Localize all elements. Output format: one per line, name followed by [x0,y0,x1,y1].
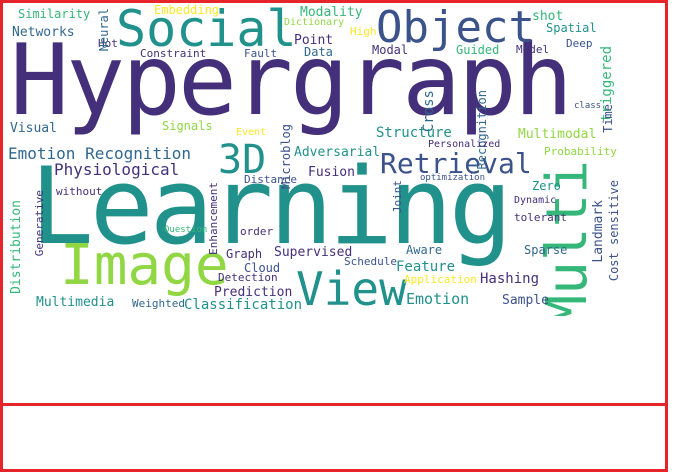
word-guided: Guided [456,43,500,57]
word-detection: Detection [218,271,278,284]
word-zero: Zero [532,179,561,193]
word-graph: Graph [226,247,263,261]
word-physiological: Physiological [54,160,180,179]
word-image: Image [60,233,229,298]
word-modality: Modality [300,5,363,20]
word-cost-sensitive: Cost sensitive [607,180,620,282]
word-feature: Feature [396,259,456,275]
word-model: Model [516,43,550,56]
word-retrieval: Retrieval [380,147,532,180]
word-schedule: Schedule [344,255,397,268]
word-emotion-recognition: Emotion Recognition [8,144,192,163]
word-shot: shot [532,9,564,24]
word-hot: Hot [98,37,118,50]
word-cloud: Hypergraph Learning Image Social Object … [4,4,620,316]
word-weighted: Weighted [132,297,185,310]
word-class: class [574,101,602,111]
word-constraint: Constraint [140,47,207,60]
word-deep: Deep [566,37,593,50]
word-high: High [350,25,377,38]
word-similarity: Similarity [18,7,91,21]
word-without: without [56,185,103,198]
word-object: Object [376,4,535,53]
word-aware: Aware [406,243,443,257]
word-joint: Joint [391,180,404,214]
word-personalized: Personalized [428,139,501,150]
word-data: Data [304,45,333,59]
word-order: order [240,225,274,238]
word-point: Point [294,33,334,48]
word-generative: Generative [33,190,46,257]
word-signals: Signals [162,119,213,133]
word-prediction: Prediction [214,285,293,300]
word-fusion: Fusion [308,165,355,180]
word-event: Event [236,127,267,138]
word-embedding: Embedding [154,4,220,17]
word-neural: Neural [97,8,111,52]
word-distance: Distance [244,173,297,186]
word-sparse: Sparse [524,243,568,257]
word-tolerant: tolerant [514,211,567,224]
word-fault: Fault [244,47,278,60]
word-spatial: Spatial [546,21,597,35]
word-classification: Classification [184,297,303,313]
caption-frame [0,406,668,472]
word-social: Social [116,4,297,58]
word-hypergraph: Hypergraph [10,24,573,138]
word-emotion: Emotion [406,290,470,308]
image-frame [0,0,668,406]
word-supervised: Supervised [274,245,353,260]
word-multimodal: Multimodal [518,127,597,142]
word-enhancement: Enhancement [207,182,220,255]
word-probability: Probability [544,145,617,158]
word-dynamic: Dynamic [514,195,557,206]
word-view: View [296,262,407,316]
word-landmark: Landmark [591,200,606,263]
word-question: Question [164,225,208,235]
word-modal: Modal [372,43,409,57]
word-structure: Structure [376,125,452,141]
word-recognition: Recognition [475,90,489,170]
word-multimedia: Multimedia [36,295,115,310]
word-dictionary: Dictionary [284,17,345,28]
word-optimization: optimization [420,173,486,183]
word-learning: Learning [30,145,513,268]
word-networks: Networks [12,25,75,40]
word-cloud: Cloud [244,261,281,275]
word-application: Application [404,273,477,286]
word-3d: 3D [218,137,267,183]
word-distribution: Distribution [9,200,24,294]
word-time: Time [601,104,615,133]
word-hashing: Hashing [480,271,540,287]
word-adversarial: Adversarial [294,145,381,160]
word-sample: Sample [502,293,549,308]
word-visual: Visual [10,121,57,136]
